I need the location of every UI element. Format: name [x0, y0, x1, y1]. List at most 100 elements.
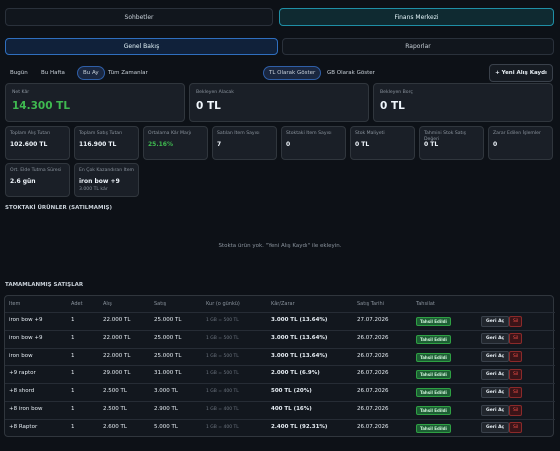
status-badge: Tahsil Edildi	[416, 370, 451, 380]
period-filter[interactable]: Bugün	[10, 70, 28, 76]
summary-card: Net Kâr 14.300 TL	[5, 83, 185, 122]
period-filter[interactable]: Bu Ay	[77, 66, 105, 80]
stat-value: 0 TL	[424, 141, 439, 148]
currency-toggle[interactable]: TL Olarak Göster	[263, 66, 322, 80]
table-header: Item	[9, 301, 21, 307]
delete-button[interactable]: Sil	[509, 404, 523, 416]
table-cell: 2.500 TL	[103, 388, 127, 395]
status-badge: Tahsil Edildi	[416, 423, 451, 433]
currency-toggle[interactable]: GB Olarak Göster	[327, 70, 375, 76]
table-cell: 1 GB = 400 TL	[206, 424, 239, 430]
table-cell: 1 GB = 400 TL	[206, 389, 239, 395]
table-cell: iron bow +9	[9, 334, 43, 341]
stat-value: 7	[217, 141, 222, 148]
table-cell: iron bow +9	[9, 317, 43, 323]
summary-label: Bekleyen Alacak	[196, 90, 234, 95]
stat-label: Stok Maliyeti	[355, 131, 385, 136]
stat-card: Toplam Alış Tutarı 102.600 TL	[5, 126, 70, 160]
undo-button[interactable]: Geri Aç	[481, 351, 510, 363]
table-cell: 26.07.2026	[357, 388, 389, 395]
table-cell: 2.000 TL (6.9%)	[271, 370, 320, 377]
table-cell: 1	[71, 370, 75, 377]
main-tab[interactable]: Sohbetler	[5, 8, 273, 26]
undo-button[interactable]: Geri Aç	[481, 404, 510, 416]
table-cell: +8 Raptor	[9, 423, 38, 430]
table-cell: 2.500 TL	[103, 406, 127, 412]
stat-label: Toplam Alış Tutarı	[10, 131, 51, 136]
table-cell: 1 GB = 400 TL	[206, 407, 239, 412]
table-cell: 1 GB = 500 TL	[206, 353, 239, 359]
summary-card: Bekleyen Borç 0 TL	[373, 83, 553, 122]
stat-label: Stoktaki Item Sayısı	[286, 131, 332, 136]
table-cell: +8 iron bow	[9, 406, 43, 412]
table-cell: 1 GB = 500 TL	[206, 371, 239, 377]
table-header: Kâr/Zarar	[271, 301, 295, 307]
delete-button[interactable]: Sil	[509, 333, 523, 345]
stat-card: Stok Maliyeti 0 TL	[350, 126, 415, 160]
table-cell: 26.07.2026	[357, 334, 389, 341]
table-cell: 26.07.2026	[357, 352, 389, 359]
stat-label: En Çok Kazandıran Item	[79, 168, 135, 173]
stat-label: Toplam Satış Tutarı	[79, 131, 123, 136]
table-cell: 26.07.2026	[357, 423, 389, 430]
table-cell: 2.600 TL	[103, 423, 127, 430]
stat-label: Tahmini Stok Satış Değeri	[424, 131, 467, 142]
table-cell: 1 GB = 500 TL	[206, 335, 239, 341]
section-title: STOKTAKİ ÜRÜNLER (SATILMAMIŞ)	[5, 205, 112, 211]
delete-button[interactable]: Sil	[509, 351, 523, 363]
table-header: Satış	[154, 301, 167, 307]
summary-card: Bekleyen Alacak 0 TL	[189, 83, 369, 122]
delete-button[interactable]: Sil	[509, 422, 523, 434]
table-cell: 26.07.2026	[357, 370, 389, 377]
status-badge: Tahsil Edildi	[416, 406, 451, 415]
main-tab[interactable]: Finans Merkezi	[279, 8, 554, 26]
table-cell: 1	[71, 352, 75, 359]
status-badge: Tahsil Edildi	[416, 334, 451, 344]
stat-value: 25.16%	[148, 141, 173, 148]
row-divider	[5, 312, 555, 313]
table-cell: 3.000 TL (13.64%)	[271, 334, 328, 341]
new-purchase-button[interactable]: + Yeni Alış Kaydı	[489, 64, 553, 82]
stat-value: 2.6 gün	[10, 178, 36, 185]
undo-button[interactable]: Geri Aç	[481, 386, 510, 398]
table-cell: 31.000 TL	[154, 370, 182, 377]
summary-value: 0 TL	[196, 100, 221, 112]
undo-button[interactable]: Geri Aç	[481, 333, 510, 345]
undo-button[interactable]: Geri Aç	[481, 422, 510, 434]
table-cell: 3.000 TL	[154, 388, 178, 395]
undo-button[interactable]: Geri Aç	[481, 315, 510, 327]
table-cell: 22.000 TL	[103, 317, 131, 323]
table-cell: 500 TL (20%)	[271, 388, 312, 395]
delete-button[interactable]: Sil	[509, 315, 523, 327]
sub-tab[interactable]: Raporlar	[282, 38, 554, 55]
table-cell: 27.07.2026	[357, 317, 389, 323]
stat-card: Ort. Elde Tutma Süresi 2.6 gün	[5, 163, 70, 197]
stat-label: Ortalama Kâr Marjı	[148, 131, 192, 136]
stat-card: Toplam Satış Tutarı 116.900 TL	[74, 126, 139, 160]
sub-tab[interactable]: Genel Bakış	[5, 38, 278, 55]
undo-button[interactable]: Geri Aç	[481, 368, 510, 380]
table-cell: 25.000 TL	[154, 317, 182, 323]
stat-label: Zarar Edilen İşlemler	[493, 131, 541, 136]
period-filter[interactable]: Tüm Zamanlar	[108, 70, 148, 76]
row-divider	[5, 329, 555, 331]
stat-value: 0	[286, 141, 291, 148]
stat-label: Satılan Item Sayısı	[217, 131, 260, 136]
period-filter[interactable]: Bu Hafta	[41, 70, 65, 76]
stat-card: Stoktaki Item Sayısı 0	[281, 126, 346, 160]
table-cell: 25.000 TL	[154, 352, 182, 359]
table-header: Tahsilat	[416, 301, 435, 307]
delete-button[interactable]: Sil	[509, 368, 523, 380]
table-cell: 1	[71, 334, 75, 341]
delete-button[interactable]: Sil	[509, 386, 523, 398]
table-cell: 1	[71, 406, 75, 412]
summary-label: Bekleyen Borç	[380, 90, 413, 95]
stat-card: Satılan Item Sayısı 7	[212, 126, 277, 160]
stat-card: Tahmini Stok Satış Değeri 0 TL	[419, 126, 484, 160]
table-header: Kur (o günkü)	[206, 301, 240, 307]
stat-value: 0	[493, 141, 498, 148]
table-cell: 3.000 TL (13.64%)	[271, 352, 328, 359]
table-cell: 1	[71, 423, 75, 430]
table-cell: 400 TL (16%)	[271, 406, 312, 412]
